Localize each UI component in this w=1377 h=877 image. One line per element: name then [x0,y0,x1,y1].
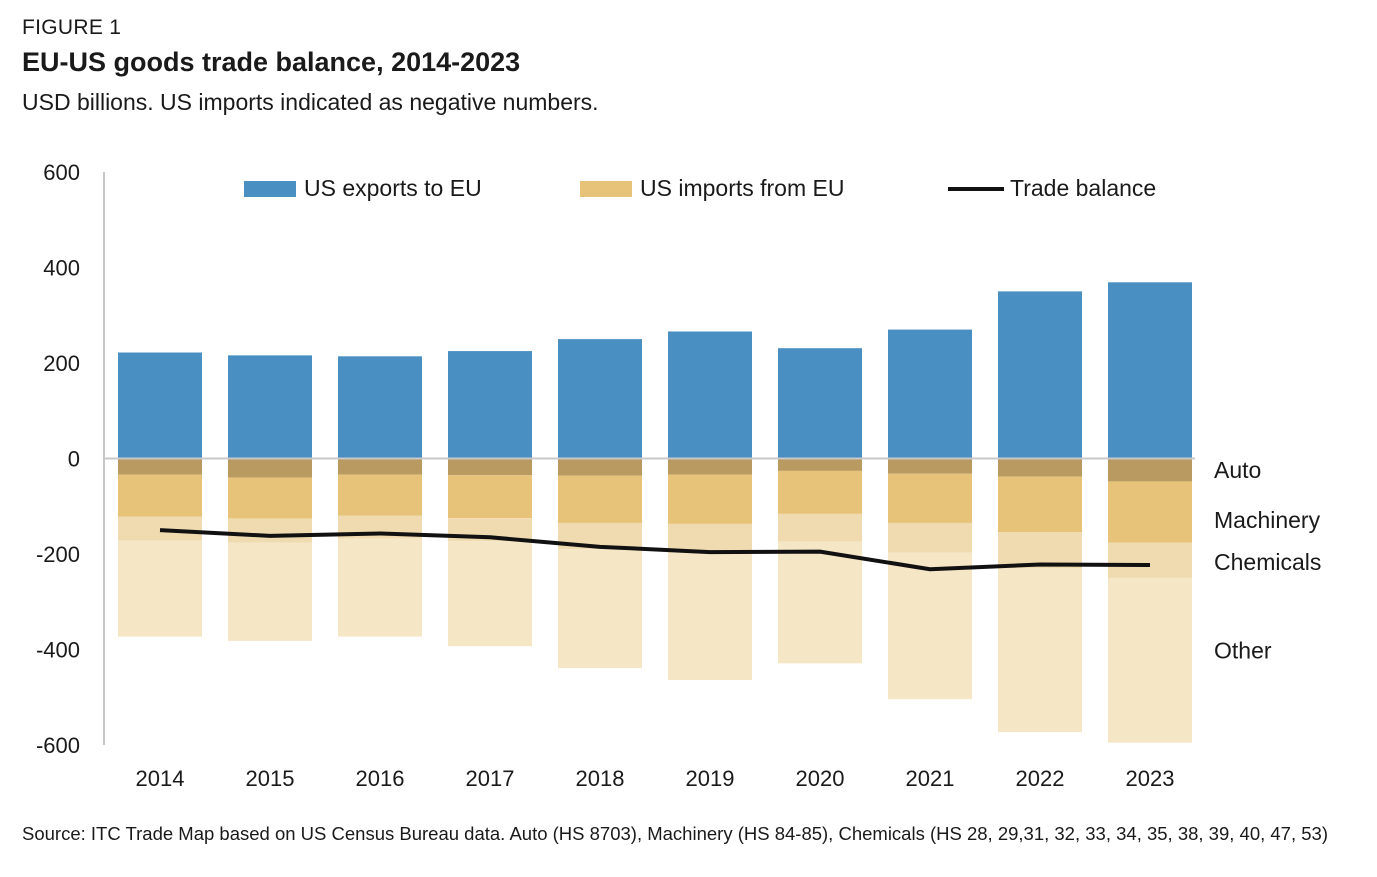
bar-auto-2017 [448,458,532,476]
x-tick-label: 2022 [1016,766,1065,791]
bar-chemicals-2022 [998,532,1082,569]
y-tick-label: 0 [68,447,80,472]
bar-other-2018 [558,549,642,669]
legend-label-exports: US exports to EU [304,175,482,201]
y-tick-labels: 600 400 200 0 -200 -400 -600 [36,160,80,758]
bar-machinery-2022 [998,476,1082,533]
source-note: Source: ITC Trade Map based on US Census… [22,823,1328,844]
bar-exports-2019 [668,331,752,459]
bar-exports-2018 [558,339,642,459]
segment-label-chemicals: Chemicals [1214,549,1321,575]
bar-auto-2016 [338,458,422,475]
x-tick-label: 2015 [246,766,295,791]
legend-label-balance: Trade balance [1010,175,1156,201]
legend: US exports to EU US imports from EU Trad… [244,175,1156,201]
bar-other-2016 [338,538,422,637]
bar-exports-2020 [778,348,862,459]
bar-other-2022 [998,568,1082,733]
bar-auto-2021 [888,458,972,474]
bar-other-2020 [778,541,862,664]
balance-series [159,528,1151,572]
bar-machinery-2015 [228,477,312,519]
bar-auto-2014 [118,458,202,475]
chart-title: EU-US goods trade balance, 2014-2023 [22,47,521,77]
y-tick-label: 600 [43,160,80,185]
bar-chemicals-2015 [228,518,312,543]
bar-machinery-2020 [778,470,862,514]
bar-chemicals-2023 [1108,542,1192,578]
bar-auto-2023 [1108,458,1192,482]
x-tick-label: 2017 [466,766,515,791]
bar-other-2017 [448,541,532,647]
chart-subtitle: USD billions. US imports indicated as ne… [22,89,599,115]
legend-swatch-imports [580,181,632,197]
figure-label: FIGURE 1 [22,16,122,39]
bar-chemicals-2019 [668,523,752,553]
y-tick-label: -400 [36,638,80,663]
bar-other-2021 [888,552,972,700]
bar-machinery-2017 [448,475,532,519]
trade-balance-line [159,528,1151,572]
segment-labels: Auto Machinery Chemicals Other [1214,457,1321,664]
bar-auto-2020 [778,458,862,471]
segment-label-machinery: Machinery [1214,507,1321,533]
y-tick-label: -200 [36,542,80,567]
bar-exports-2023 [1108,282,1192,459]
x-tick-label: 2019 [686,766,735,791]
bar-chemicals-2014 [118,516,202,541]
bar-exports-2022 [998,291,1082,459]
bar-other-2014 [118,540,202,637]
bars-group [118,282,1192,743]
bar-auto-2018 [558,458,642,476]
bar-machinery-2016 [338,474,422,516]
x-tick-label: 2021 [906,766,955,791]
bar-exports-2014 [118,352,202,459]
bar-machinery-2021 [888,473,972,523]
bar-machinery-2019 [668,474,752,524]
bar-auto-2022 [998,458,1082,477]
bar-exports-2017 [448,351,532,459]
bar-machinery-2014 [118,474,202,517]
x-tick-label: 2023 [1126,766,1175,791]
y-tick-label: 200 [43,351,80,376]
x-tick-label: 2018 [576,766,625,791]
legend-label-imports: US imports from EU [640,175,844,201]
bar-other-2023 [1108,577,1192,743]
bar-other-2015 [228,542,312,641]
x-tick-label: 2016 [356,766,405,791]
y-tick-label: 400 [43,256,80,281]
bar-exports-2015 [228,355,312,459]
segment-label-auto: Auto [1214,457,1261,483]
bar-chemicals-2020 [778,513,862,542]
segment-label-other: Other [1214,638,1272,664]
x-tick-label: 2020 [796,766,845,791]
y-tick-label: -600 [36,733,80,758]
legend-swatch-exports [244,181,296,197]
bar-other-2019 [668,552,752,681]
x-tick-label: 2014 [136,766,185,791]
bar-chemicals-2021 [888,522,972,553]
x-tick-labels: 2014 2015 2016 2017 2018 2019 2020 2021 2022 2023 [136,766,1175,791]
bar-machinery-2018 [558,475,642,523]
bar-exports-2016 [338,356,422,459]
bar-auto-2015 [228,458,312,478]
bar-machinery-2023 [1108,481,1192,543]
bar-auto-2019 [668,458,752,475]
bar-exports-2021 [888,329,972,459]
